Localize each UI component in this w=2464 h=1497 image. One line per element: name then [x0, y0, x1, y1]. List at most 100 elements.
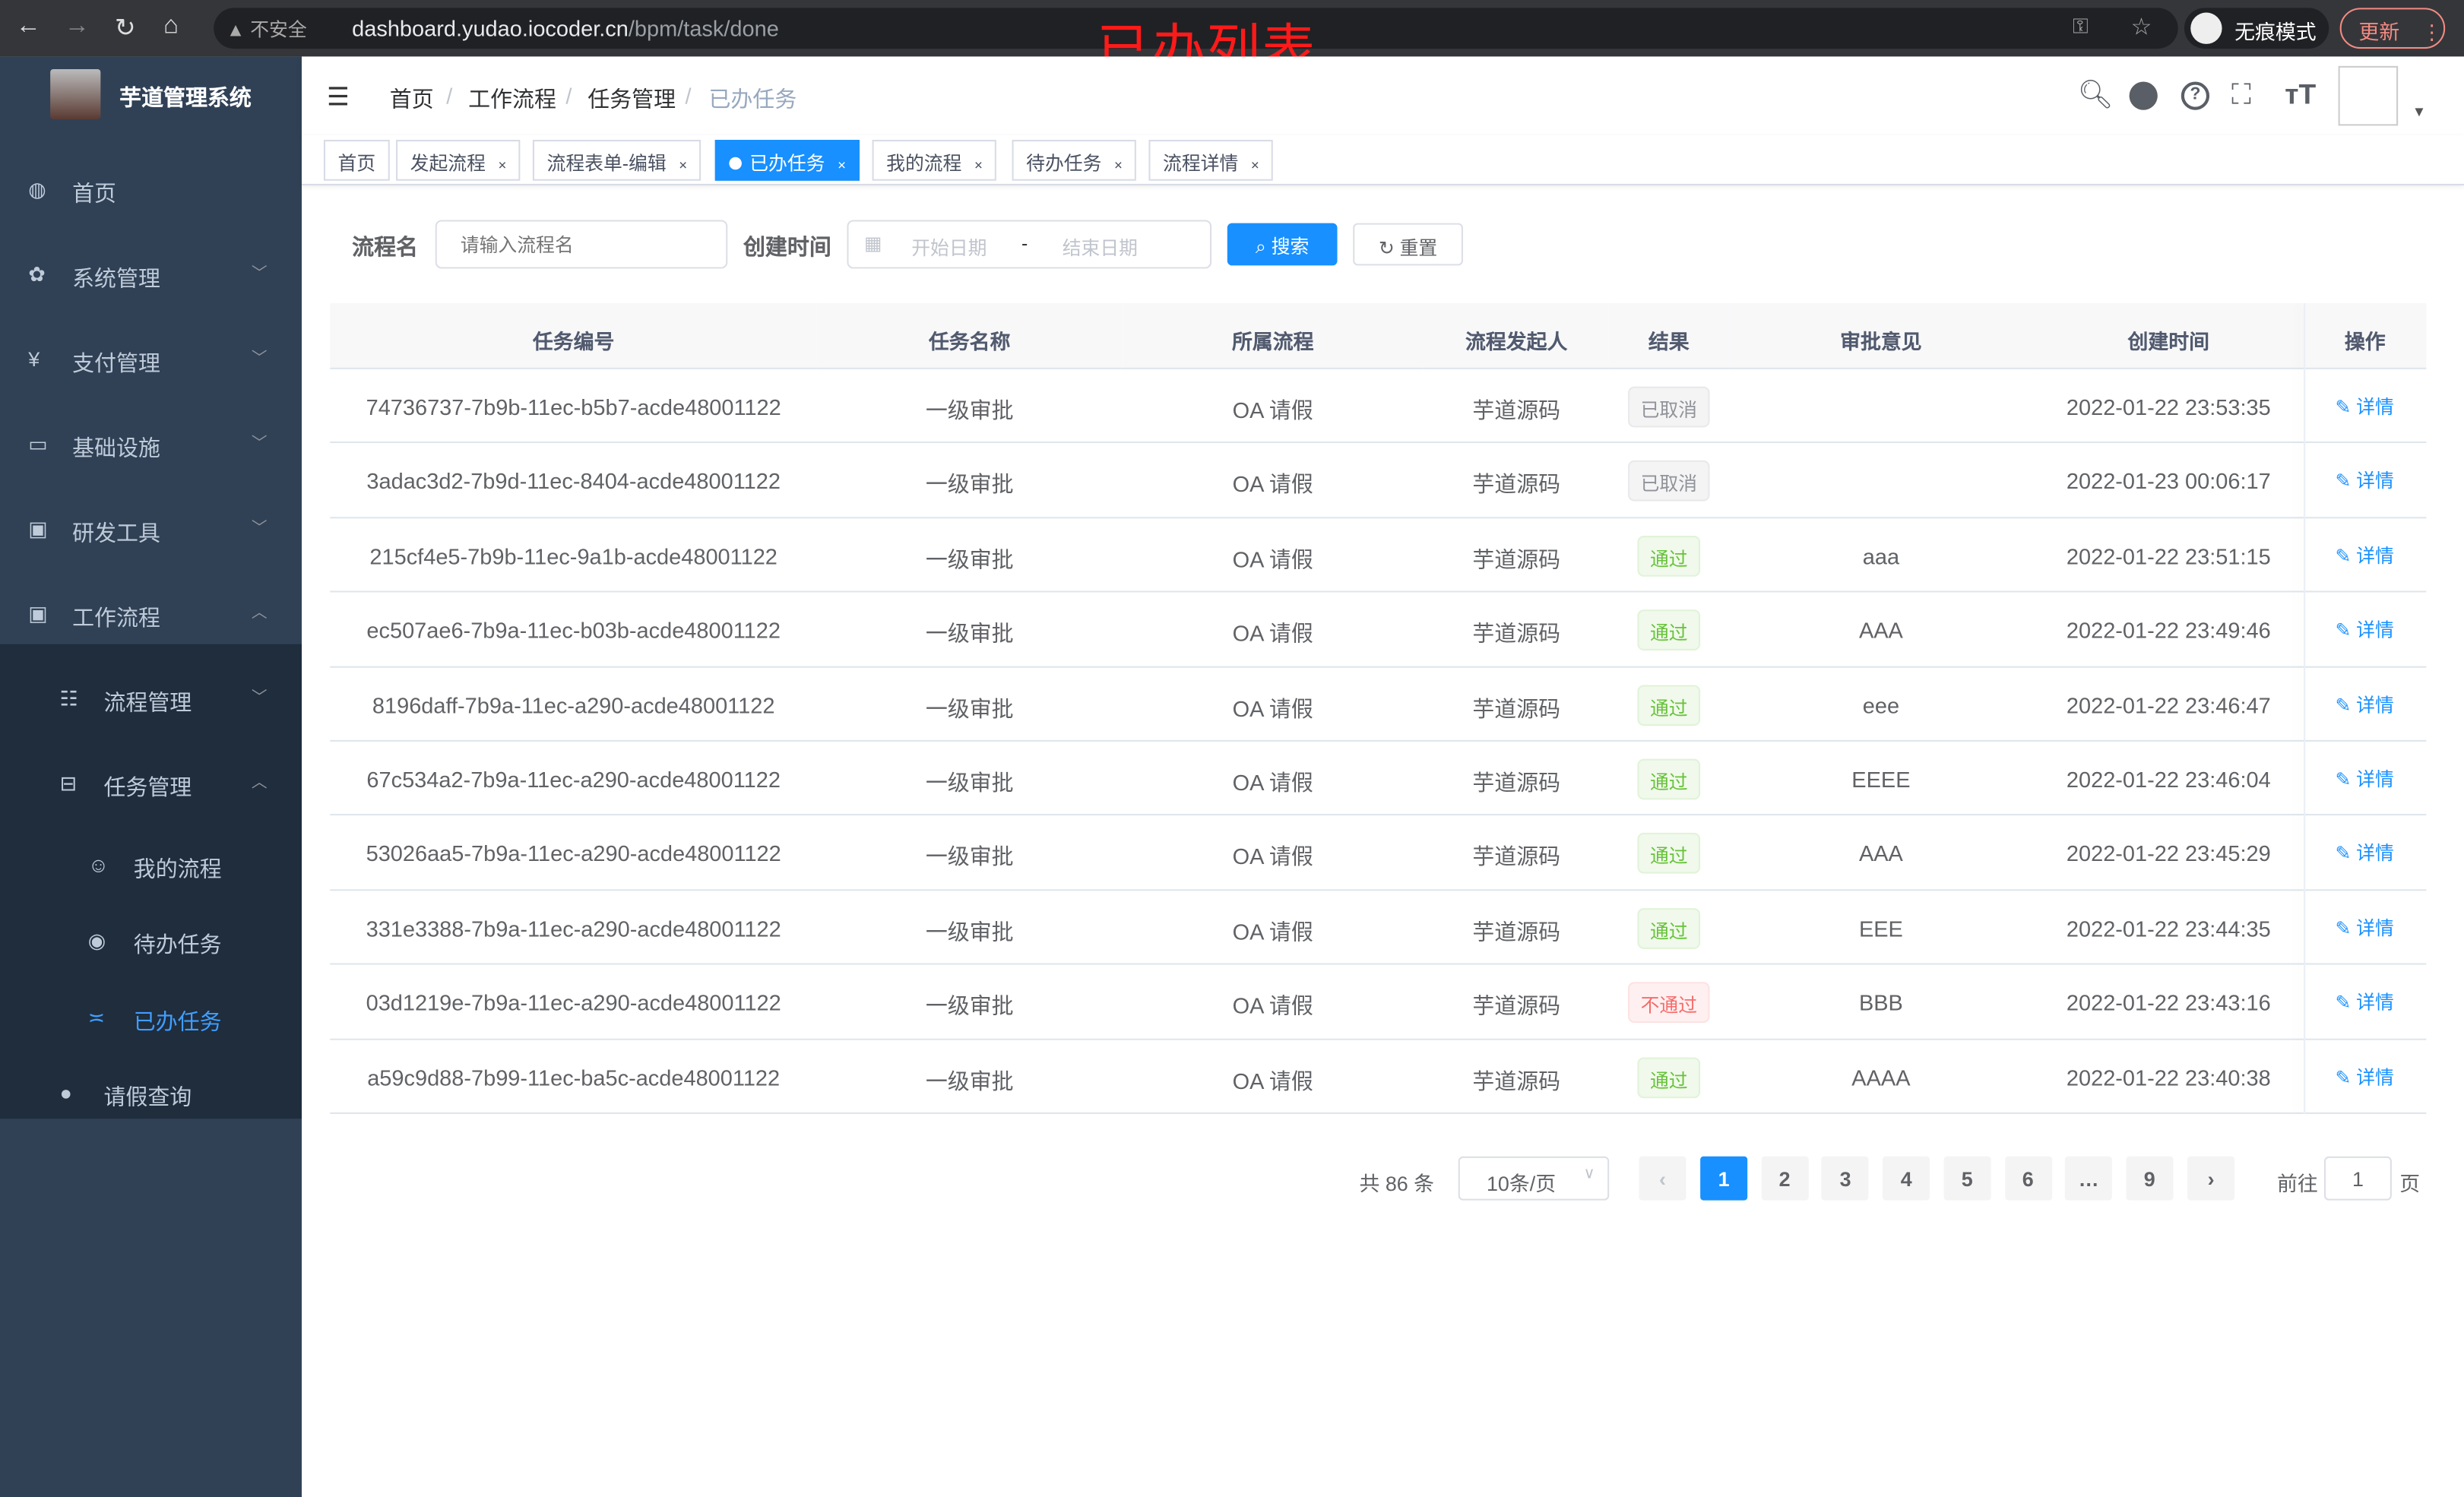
edit-icon: ✎	[2335, 768, 2357, 791]
tag-item[interactable]: 已办任务 ×	[714, 140, 860, 181]
sidebar-item[interactable]: ◉ 待办任务	[0, 899, 302, 984]
table-cell: 一级审批	[925, 993, 1014, 1019]
page-button[interactable]: 4	[1883, 1156, 1930, 1201]
date-range-picker[interactable]: ▦ 开始日期 - 结束日期	[847, 220, 1212, 269]
sidebar-item[interactable]: ◍ 首页	[0, 147, 302, 233]
breadcrumb-current: 已办任务	[708, 86, 797, 112]
column-header: 所属流程	[1122, 303, 1424, 369]
tag-label: 已办任务	[749, 152, 825, 175]
edit-icon: ✎	[2335, 470, 2357, 492]
prev-page-button[interactable]: ‹	[1639, 1156, 1686, 1201]
tag-item[interactable]: 流程详情 ×	[1148, 140, 1274, 181]
next-page-button[interactable]: ›	[2187, 1156, 2235, 1201]
sidebar-item[interactable]: ▣ 研发工具 ﹀	[0, 487, 302, 572]
sidebar-item[interactable]: ¥ 支付管理 ﹀	[0, 318, 302, 403]
page-button[interactable]: 9	[2126, 1156, 2174, 1201]
table-cell: 一级审批	[925, 695, 1014, 721]
sidebar-item[interactable]: ≍ 已办任务	[0, 976, 302, 1061]
tag-item[interactable]: 我的流程 ×	[872, 140, 997, 181]
breadcrumb-item[interactable]: 工作流程	[468, 86, 556, 112]
sidebar-item-label: 流程管理	[103, 689, 192, 715]
page-button[interactable]: 2	[1761, 1156, 1809, 1201]
detail-button[interactable]: ✎ 详情	[2335, 1063, 2393, 1090]
edit-icon: ✎	[2335, 992, 2357, 1014]
page-button[interactable]: 6	[2004, 1156, 2052, 1201]
tag-item[interactable]: 流程表单-编辑 ×	[532, 140, 702, 181]
table-row: 67c534a2-7b9a-11ec-a290-acde48001122 一级审批…	[330, 742, 2427, 816]
address-bar[interactable]: ▲ 不安全 dashboard.yudao.iocoder.cn/bpm/tas…	[214, 8, 2178, 49]
close-icon[interactable]: ×	[1250, 157, 1259, 173]
result-badge: 已取消	[1628, 386, 1710, 428]
reload-icon[interactable]: ↻	[114, 15, 136, 43]
tag-item[interactable]: 首页	[323, 140, 390, 181]
result-badge: 通过	[1637, 1056, 1701, 1098]
result-badge: 通过	[1637, 535, 1701, 577]
table-cell: 53026aa5-7b9a-11ec-a290-acde48001122	[366, 840, 781, 867]
github-icon[interactable]	[2129, 81, 2158, 110]
process-name-input[interactable]	[435, 220, 728, 269]
breadcrumb-item[interactable]: 首页	[389, 86, 434, 112]
chevron-down-icon: ∨	[1583, 1166, 1595, 1183]
table-row: 53026aa5-7b9a-11ec-a290-acde48001122 一级审批…	[330, 816, 2427, 891]
search-button[interactable]: ⌕ 搜索	[1227, 223, 1338, 266]
table-cell: 芋道源码	[1472, 993, 1561, 1019]
sidebar-item[interactable]: ▣ 工作流程 ︿	[0, 572, 302, 657]
update-button[interactable]: 更新 ⋮	[2339, 8, 2446, 49]
close-icon[interactable]: ×	[679, 157, 688, 173]
browser-toolbar: ← → ↻ ⌂ ▲ 不安全 dashboard.yudao.iocoder.cn…	[0, 0, 2464, 57]
detail-button[interactable]: ✎ 详情	[2335, 467, 2393, 494]
incognito-badge[interactable]: 无痕模式	[2184, 8, 2329, 49]
sidebar-item[interactable]: ▭ 基础设施 ﹀	[0, 402, 302, 487]
key-icon[interactable]: ⚿	[2073, 14, 2089, 38]
tag-item[interactable]: 待办任务 ×	[1012, 140, 1137, 181]
chevron-down-icon: ﹀	[251, 520, 268, 538]
home-icon[interactable]: ⌂	[163, 12, 179, 40]
hamburger-icon[interactable]: ☰	[327, 84, 350, 112]
close-icon[interactable]: ×	[974, 157, 983, 173]
detail-label: 详情	[2356, 992, 2394, 1014]
table-row: 215cf4e5-7b9b-11ec-9a1b-acde48001122 一级审批…	[330, 518, 2427, 593]
page-button[interactable]: 5	[1943, 1156, 1991, 1201]
font-size-icon[interactable]: тT	[2285, 78, 2317, 110]
page-button[interactable]: 1	[1700, 1156, 1748, 1201]
detail-button[interactable]: ✎ 详情	[2335, 914, 2393, 941]
table-cell: 331e3388-7b9a-11ec-a290-acde48001122	[366, 915, 781, 942]
detail-button[interactable]: ✎ 详情	[2335, 765, 2393, 792]
sidebar-item[interactable]: ⊟ 任务管理 ︿	[0, 742, 302, 827]
app-title: 芋道管理系统	[119, 84, 252, 110]
reset-button[interactable]: ↻ 重置	[1353, 223, 1463, 266]
page-button[interactable]: …	[2065, 1156, 2113, 1201]
sidebar-item[interactable]: ✿ 系统管理 ﹀	[0, 233, 302, 318]
forward-icon[interactable]: →	[64, 12, 90, 40]
breadcrumb-item[interactable]: 任务管理	[587, 86, 676, 112]
search-icon[interactable]: 🔍︎	[2077, 78, 2114, 110]
close-icon[interactable]: ×	[498, 157, 507, 173]
back-icon[interactable]: ←	[15, 12, 41, 40]
sidebar-item[interactable]: ☷ 流程管理 ﹀	[0, 657, 302, 742]
detail-button[interactable]: ✎ 详情	[2335, 840, 2393, 866]
goto-page-input[interactable]	[2323, 1156, 2392, 1201]
fullscreen-icon[interactable]: ⛶	[2231, 78, 2252, 110]
detail-button[interactable]: ✎ 详情	[2335, 616, 2393, 643]
star-icon[interactable]: ☆	[2130, 14, 2152, 41]
page-button[interactable]: 3	[1822, 1156, 1870, 1201]
breadcrumb-separator: /	[685, 83, 692, 109]
tag-item[interactable]: 发起流程 ×	[396, 140, 521, 181]
detail-button[interactable]: ✎ 详情	[2335, 989, 2393, 1015]
edit-icon: ✎	[2335, 545, 2357, 567]
help-icon[interactable]: ?	[2181, 81, 2210, 110]
detail-button[interactable]: ✎ 详情	[2335, 393, 2393, 419]
page-size-select[interactable]: 10条/页 ∨	[1458, 1156, 1610, 1201]
detail-button[interactable]: ✎ 详情	[2335, 542, 2393, 568]
detail-button[interactable]: ✎ 详情	[2335, 691, 2393, 717]
close-icon[interactable]: ×	[838, 157, 846, 173]
table-cell: 3adac3d2-7b9d-11ec-8404-acde48001122	[366, 468, 781, 495]
sidebar-item[interactable]: ☺ 我的流程	[0, 823, 302, 908]
close-icon[interactable]: ×	[1113, 157, 1123, 173]
sidebar-item[interactable]: ● 请假查询	[0, 1051, 302, 1136]
column-header: 任务编号	[330, 303, 818, 369]
result-badge: 不通过	[1628, 982, 1710, 1024]
caret-down-icon[interactable]: ▼	[2412, 103, 2427, 120]
breadcrumb-separator: /	[565, 83, 572, 109]
avatar[interactable]	[2338, 65, 2399, 126]
